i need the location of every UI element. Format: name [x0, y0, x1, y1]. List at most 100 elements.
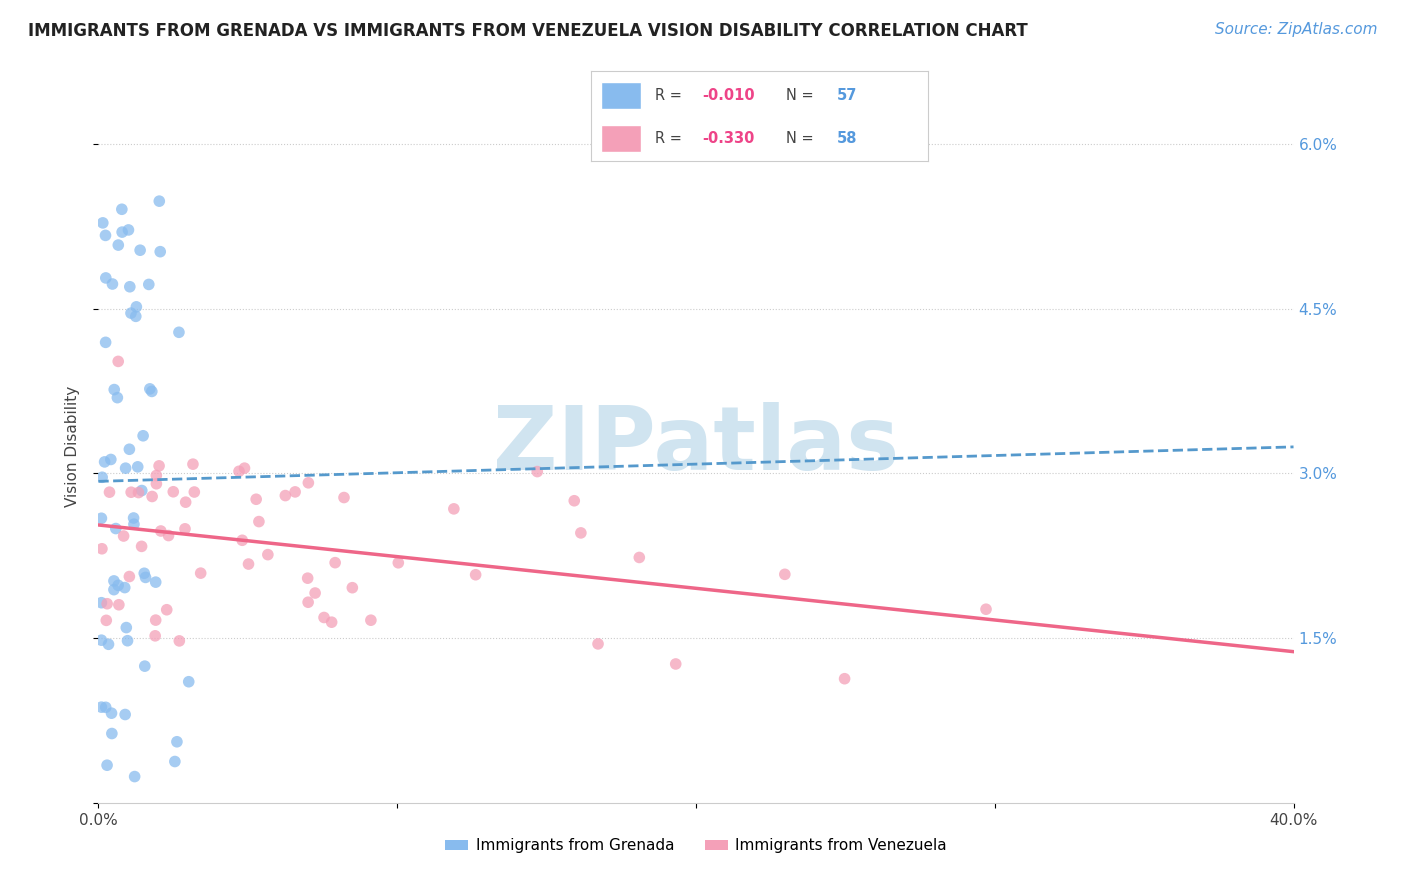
Point: [181, 457, 204, 471]
Point: [107, 578, 129, 592]
Point: [105, 391, 128, 405]
Point: [134, 659, 156, 673]
Point: [101, 277, 124, 291]
Point: [297, 475, 319, 490]
Text: Source: ZipAtlas.com: Source: ZipAtlas.com: [1215, 22, 1378, 37]
Point: [114, 581, 136, 595]
Point: [274, 489, 297, 503]
Point: [169, 633, 191, 648]
Point: [166, 735, 188, 749]
Point: [138, 277, 160, 292]
Point: [139, 382, 162, 396]
Point: [333, 491, 356, 505]
Text: N =: N =: [786, 131, 818, 145]
Point: [297, 571, 319, 585]
Point: [145, 575, 167, 590]
Point: [190, 566, 212, 581]
Point: [96, 597, 118, 611]
Y-axis label: Vision Disability: Vision Disability: [65, 385, 80, 507]
Point: [245, 492, 267, 507]
Point: [90, 700, 112, 714]
Point: [97, 637, 120, 651]
Point: [94, 228, 117, 243]
Point: [174, 495, 197, 509]
Point: [107, 238, 129, 252]
Point: [231, 533, 253, 548]
Text: R =: R =: [655, 131, 686, 145]
Point: [117, 223, 139, 237]
Point: [94, 335, 117, 350]
Point: [117, 633, 139, 648]
FancyBboxPatch shape: [600, 82, 641, 109]
Point: [174, 522, 197, 536]
Text: R =: R =: [655, 88, 686, 103]
Point: [90, 511, 112, 525]
Text: -0.010: -0.010: [702, 88, 755, 103]
Point: [125, 310, 148, 324]
Point: [108, 598, 131, 612]
Point: [93, 455, 115, 469]
Point: [115, 621, 138, 635]
Point: [148, 458, 170, 473]
Point: [569, 525, 592, 540]
Point: [156, 603, 179, 617]
Point: [124, 770, 146, 784]
Point: [107, 354, 129, 368]
Point: [312, 610, 335, 624]
Point: [96, 758, 118, 772]
Point: [773, 567, 796, 582]
Point: [157, 528, 180, 542]
Point: [103, 383, 125, 397]
Point: [143, 629, 166, 643]
Point: [94, 271, 117, 285]
Point: [114, 707, 136, 722]
Point: [443, 501, 465, 516]
Point: [834, 672, 856, 686]
Point: [104, 522, 127, 536]
Point: [141, 384, 163, 399]
Point: [163, 755, 186, 769]
Point: [321, 615, 343, 630]
Point: [127, 459, 149, 474]
Point: [103, 582, 125, 597]
Point: [103, 574, 125, 588]
Point: [118, 279, 141, 293]
Point: [111, 225, 134, 239]
Text: ZIPatlas: ZIPatlas: [494, 402, 898, 490]
Point: [101, 726, 124, 740]
Point: [135, 570, 157, 584]
Point: [122, 511, 145, 525]
Legend: Immigrants from Grenada, Immigrants from Venezuela: Immigrants from Grenada, Immigrants from…: [439, 832, 953, 859]
Point: [120, 485, 142, 500]
Point: [90, 596, 112, 610]
Point: [111, 202, 134, 217]
Point: [183, 485, 205, 500]
Point: [91, 470, 114, 484]
Point: [238, 557, 260, 571]
Point: [132, 429, 155, 443]
Point: [360, 613, 382, 627]
Point: [145, 476, 167, 491]
Point: [233, 461, 256, 475]
Point: [342, 581, 364, 595]
Point: [665, 657, 688, 671]
Point: [120, 306, 142, 320]
Point: [94, 700, 117, 714]
Text: -0.330: -0.330: [702, 131, 754, 145]
Point: [247, 515, 270, 529]
Text: 58: 58: [837, 131, 858, 145]
Point: [297, 595, 319, 609]
Point: [112, 529, 135, 543]
Point: [167, 326, 190, 340]
Point: [162, 484, 184, 499]
Point: [145, 613, 167, 627]
Point: [149, 524, 172, 538]
Point: [257, 548, 280, 562]
Point: [284, 484, 307, 499]
Point: [114, 461, 136, 475]
Point: [118, 569, 141, 583]
Point: [464, 567, 486, 582]
Point: [304, 586, 326, 600]
Point: [628, 550, 651, 565]
Point: [228, 464, 250, 478]
